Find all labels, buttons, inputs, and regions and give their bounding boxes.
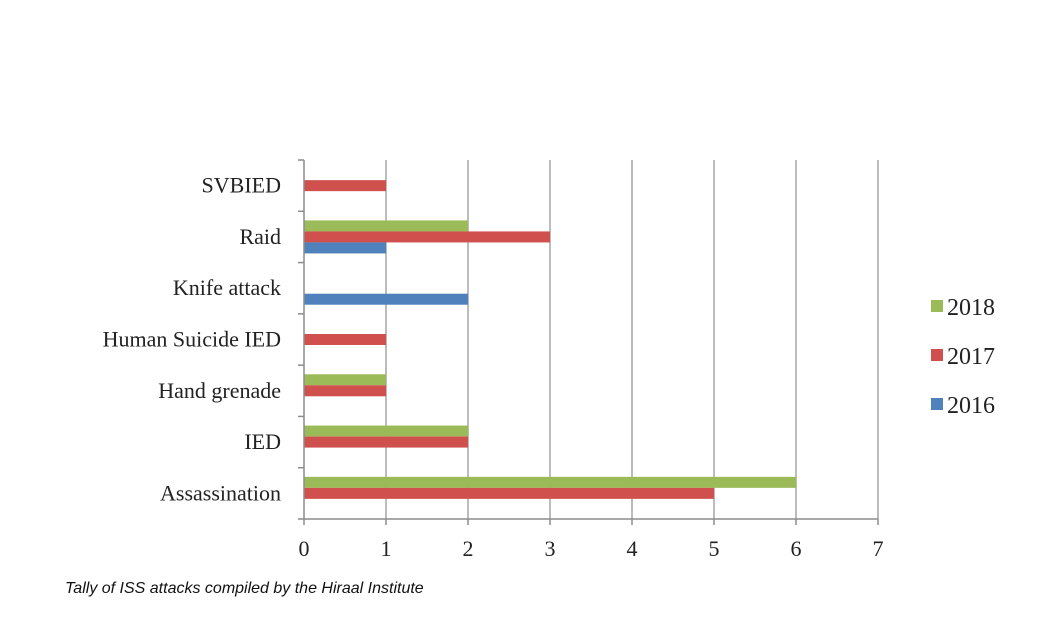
bar-assassination-2018 [304, 476, 796, 488]
bar-hand-grenade-2018 [304, 374, 386, 386]
y-tick-label-assassination: Assassination [160, 480, 281, 505]
legend-label-2018: 2018 [947, 295, 995, 321]
y-tick-label-ied: IED [244, 429, 281, 454]
bar-hand-grenade-2017 [304, 385, 386, 397]
legend-label-2017: 2017 [947, 344, 995, 370]
x-tick-label-1: 1 [381, 536, 392, 561]
legend: 2018 2017 2016 [931, 295, 995, 419]
x-tick-label-6: 6 [791, 536, 802, 561]
x-tick-label-4: 4 [627, 536, 638, 561]
bar-human-suicide-ied-2017 [304, 334, 386, 345]
legend-swatch-2017 [931, 349, 943, 361]
bar-ied-2018 [304, 425, 468, 437]
x-tick-label-7: 7 [873, 536, 884, 561]
y-tick-label-svbied: SVBIED [202, 173, 281, 198]
legend-label-2016: 2016 [947, 393, 995, 419]
bar-assassination-2017 [304, 487, 714, 499]
bar-raid-2016 [304, 242, 386, 254]
bar-knife-attack-2016 [304, 293, 468, 305]
y-tick-label-raid: Raid [239, 224, 281, 249]
labels-layer: 0 1 2 3 4 5 6 7 SVBIED Raid Knife attack Human Suic… [103, 173, 884, 561]
chart-caption: Tally of ISS attacks compiled by the Hir… [65, 580, 424, 597]
x-tick-label-5: 5 [709, 536, 720, 561]
bars-layer [304, 180, 796, 499]
x-tick-label-2: 2 [463, 536, 474, 561]
bar-raid-2017 [304, 231, 550, 243]
legend-swatch-2016 [931, 398, 943, 410]
bar-ied-2017 [304, 436, 468, 448]
x-tick-label-3: 3 [545, 536, 556, 561]
axis-layer [298, 159, 879, 525]
legend-swatch-2018 [931, 300, 943, 312]
y-tick-label-hand-grenade: Hand grenade [158, 378, 281, 403]
bar-svbied-2017 [304, 180, 386, 192]
x-tick-label-0: 0 [299, 536, 310, 561]
y-tick-label-knife-attack: Knife attack [173, 275, 281, 300]
bar-raid-2018 [304, 220, 468, 232]
y-tick-label-human-suicide-ied: Human Suicide IED [103, 327, 281, 352]
grid-layer [385, 160, 879, 519]
